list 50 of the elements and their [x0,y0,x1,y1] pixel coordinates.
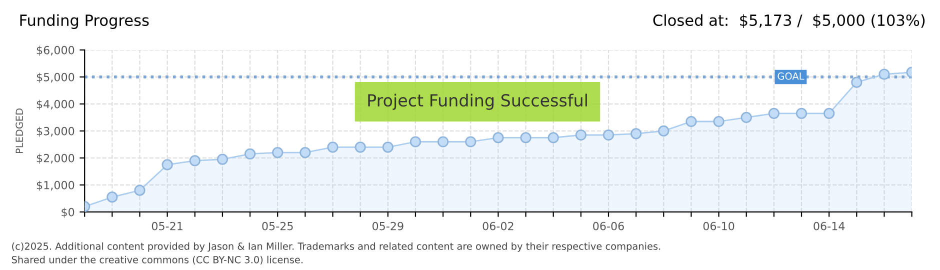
point [134,184,146,196]
x-tick-label: 06-10 [703,222,734,230]
point [658,125,670,137]
point [410,136,422,148]
y-tick-label: $4,000 [36,100,74,110]
y-tick-label: $1,000 [36,180,74,191]
point [520,132,532,144]
text: Shared under the creative commons (CC BY-NC 3.0) license. [12,256,302,265]
x-tick-label: 05-25 [262,222,293,230]
x-tick-label: 06-06 [593,222,624,230]
chart-subtitle: Closed at: $5,173 / $5,000 (103%) [653,14,925,28]
point [851,76,862,88]
point [162,159,173,170]
point [768,108,780,119]
point [686,116,697,128]
point [465,136,476,148]
point [548,132,559,144]
y-tick-label: $3,000 [36,126,74,137]
point [272,146,284,158]
point [878,68,890,80]
y-tick-label: $0 [62,208,74,218]
point [437,136,449,148]
point [244,148,256,160]
chart-title: Funding Progress [20,14,149,29]
x-tick-label: 05-21 [152,222,182,230]
point [106,192,118,203]
y-tick-label: $5,000 [36,72,74,83]
text: (c)2025. Additional content provided by Jason & Ian Miller. Trademarks and related content are owned by their respective companies. [12,242,660,252]
point [796,108,808,119]
x-tick-label: 06-02 [482,222,514,230]
point [216,154,228,165]
point [300,146,311,158]
point [824,108,835,119]
point [575,129,586,141]
annotation: Project Funding Successful [368,94,587,110]
point [382,142,394,153]
y-tick-label: $2,000 [36,154,74,164]
point [740,112,752,124]
point [602,129,614,141]
point [713,116,724,128]
point [630,128,642,140]
point [327,142,338,153]
y-tick-label: $6,000 [36,46,74,56]
point [492,132,504,144]
point [354,142,366,153]
y-axis-title: PLEDGED [16,108,24,154]
ref-line-label: GOAL [778,72,804,80]
point [189,155,200,166]
x-tick-label: 05-29 [372,222,404,230]
x-tick-label: 06-14 [814,222,845,230]
